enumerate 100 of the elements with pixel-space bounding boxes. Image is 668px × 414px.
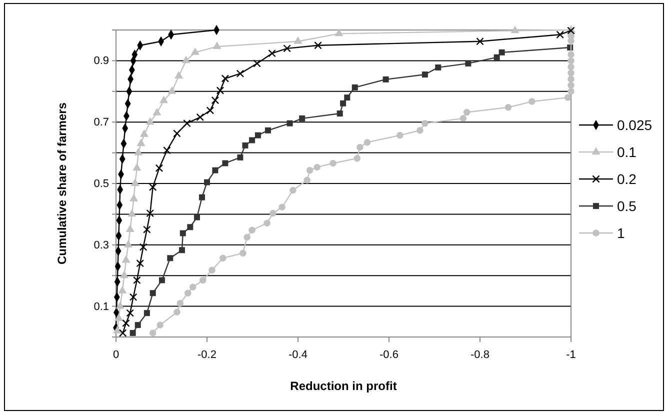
point [212,42,222,50]
point [208,266,216,274]
point [146,117,154,125]
point [568,82,574,89]
point [220,254,226,262]
point [136,259,144,268]
point [264,127,271,134]
point [178,247,185,254]
point [567,26,575,35]
point [130,330,136,336]
point [129,293,138,301]
point [465,60,472,66]
point [416,127,424,134]
point [163,146,171,154]
point [249,137,256,144]
point [498,49,505,56]
point [126,224,134,232]
point [236,70,244,78]
point [139,243,148,251]
legend-label: 0.1 [617,144,637,160]
x-axis-title: Reduction in profit [290,379,397,393]
y-tick-label: 0.9 [94,55,109,68]
point [133,276,141,284]
point [244,234,250,241]
point [278,204,286,211]
point [211,96,220,104]
point [212,167,218,174]
point [134,148,143,156]
point [435,64,442,70]
point [354,154,361,162]
point [568,70,574,76]
legend-label: 0.025 [617,116,652,133]
point [114,314,124,322]
x-tick-label: -0.4 [288,349,308,362]
point [194,214,200,220]
point [240,250,246,257]
point [206,106,214,114]
point [568,88,574,95]
point [146,209,154,218]
point [382,76,389,82]
point [254,132,261,138]
point [120,270,128,278]
point [396,132,404,139]
point [122,319,130,328]
point [216,86,224,94]
point [476,37,484,46]
point [204,179,210,186]
point [422,72,428,78]
point [268,49,276,58]
point [168,86,176,94]
point [152,108,162,116]
point [180,230,186,236]
point [510,26,520,34]
point [118,329,127,337]
point [264,220,270,226]
x-tick-label: -0.6 [380,349,398,362]
legend-label: 1 [617,224,625,241]
y-tick-label: 0.1 [94,300,109,313]
y-tick-label: 0.3 [94,239,109,252]
point [132,163,142,171]
point [126,309,134,317]
point [113,326,122,334]
point [556,30,564,38]
point [306,166,314,174]
point [174,71,184,79]
point [314,164,320,171]
point [504,104,512,111]
point [183,119,191,128]
point [149,330,156,336]
point [155,164,164,172]
point [221,74,230,82]
point [116,301,124,309]
point [330,160,336,167]
point [299,115,306,122]
point [124,240,133,248]
point [314,41,322,50]
point [286,120,293,126]
point [122,255,130,263]
point [143,226,151,234]
point [340,100,346,106]
point [140,129,149,137]
point [222,160,228,166]
point [304,176,310,184]
point [364,138,371,146]
point [463,108,470,116]
point [242,142,248,148]
point [352,84,358,90]
point [283,44,291,52]
point [174,308,180,316]
point [356,144,364,151]
x-tick-label: -0.8 [470,349,490,362]
point [568,76,574,82]
point [173,130,181,138]
point [150,290,156,296]
y-tick-label: 0.5 [94,178,109,190]
point [200,276,206,284]
point [248,226,256,234]
legend-label: 0.5 [617,198,637,214]
point [422,120,428,127]
point [334,28,344,36]
